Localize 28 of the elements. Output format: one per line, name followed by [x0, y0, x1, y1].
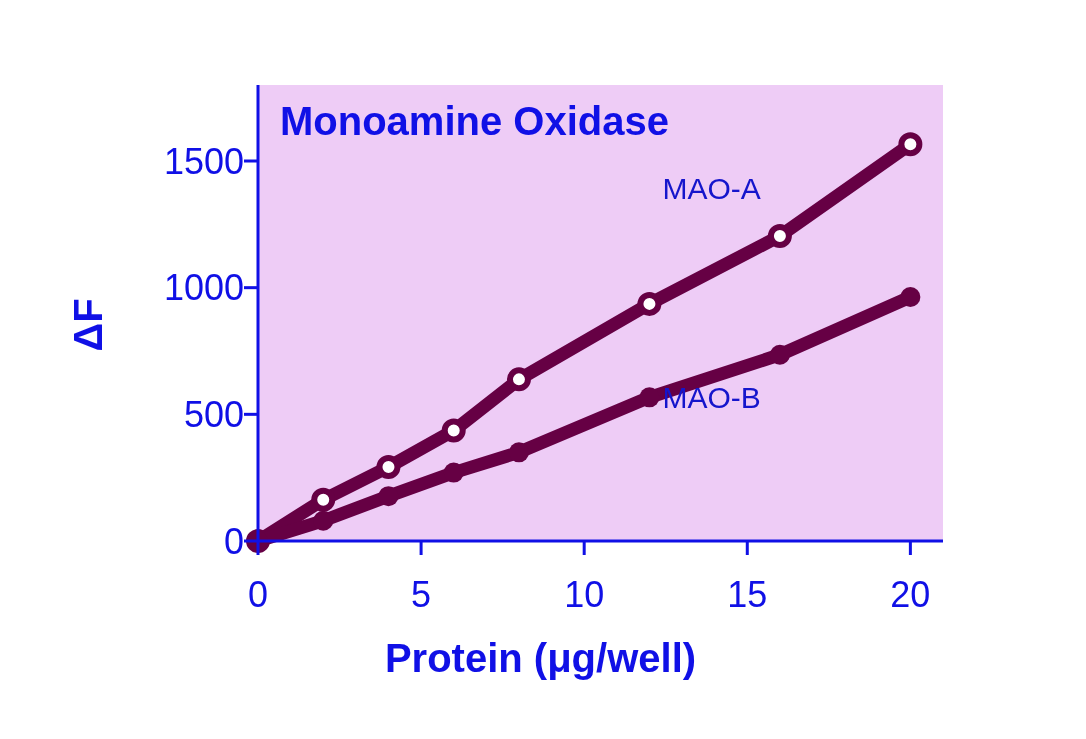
- y-tick-label: 1500: [163, 140, 244, 182]
- x-tick-label: 0: [247, 574, 269, 615]
- point: [637, 291, 662, 316]
- series-label: MAO-B: [662, 381, 761, 415]
- chart-title: Monoamine Oxidase: [280, 99, 669, 143]
- point: [443, 462, 464, 483]
- series-label: MAO-A: [662, 172, 761, 206]
- point: [508, 442, 529, 463]
- point: [769, 344, 790, 365]
- point: [378, 486, 399, 507]
- x-tick-label: 5: [411, 574, 432, 615]
- point: [441, 418, 466, 443]
- y-tick-label: 500: [183, 393, 244, 435]
- point: [767, 224, 792, 248]
- point: [376, 455, 401, 480]
- y-axis-title: ΔF: [66, 298, 110, 352]
- x-tick-label: 20: [890, 574, 931, 615]
- point: [898, 132, 923, 157]
- point: [900, 287, 921, 308]
- point: [639, 387, 660, 408]
- point: [506, 367, 531, 392]
- x-tick-label: 10: [564, 574, 605, 615]
- point: [311, 487, 336, 512]
- y-tick-label: 1000: [163, 267, 244, 309]
- x-axis-title: Protein (μg/well): [384, 636, 697, 680]
- point: [313, 510, 334, 531]
- x-tick-label: 15: [727, 574, 768, 615]
- y-tick-label: 0: [223, 520, 244, 562]
